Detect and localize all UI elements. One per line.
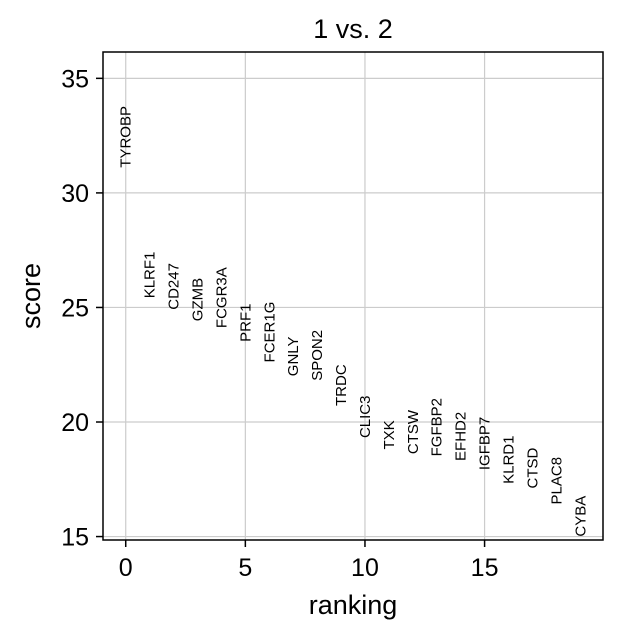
gene-label: GNLY bbox=[285, 336, 302, 376]
gene-label: CYBA bbox=[572, 496, 589, 537]
gene-label: KLRD1 bbox=[501, 436, 518, 484]
gene-label: SPON2 bbox=[309, 330, 326, 381]
gene-label: GZMB bbox=[189, 278, 206, 321]
gene-label: PRF1 bbox=[237, 303, 254, 341]
x-tick-label: 5 bbox=[238, 554, 252, 582]
gene-label: PLAC8 bbox=[548, 457, 565, 505]
gene-label: FCGR3A bbox=[213, 267, 230, 328]
x-tick-label: 15 bbox=[471, 554, 499, 582]
y-tick-label: 35 bbox=[61, 65, 89, 93]
gene-label: TYROBP bbox=[118, 106, 135, 168]
x-axis-title: ranking bbox=[309, 590, 398, 620]
gene-label: FCER1G bbox=[261, 302, 278, 363]
gene-label: IGFBP7 bbox=[477, 417, 494, 470]
gene-label: EFHD2 bbox=[453, 412, 470, 461]
gene-label: FGFBP2 bbox=[429, 398, 446, 456]
gene-label: CD247 bbox=[166, 263, 183, 310]
y-tick-label: 15 bbox=[61, 524, 89, 552]
grid bbox=[103, 52, 603, 540]
x-tick-label: 10 bbox=[351, 554, 379, 582]
y-tick-label: 25 bbox=[61, 294, 89, 322]
y-axis-title: score bbox=[16, 263, 46, 329]
axis-ticks: 0 5 10 15 15 20 25 30 35 bbox=[61, 65, 498, 582]
gene-label: CTSD bbox=[524, 447, 541, 488]
gene-label: TRDC bbox=[333, 364, 350, 406]
chart-title: 1 vs. 2 bbox=[313, 14, 393, 44]
y-tick-label: 20 bbox=[61, 409, 89, 437]
x-tick-label: 0 bbox=[119, 554, 133, 582]
gene-label: CLIC3 bbox=[357, 396, 374, 439]
gene-label: TXK bbox=[381, 420, 398, 449]
gene-label: CTSW bbox=[405, 409, 422, 454]
plot-frame bbox=[102, 51, 604, 541]
gene-label: KLRF1 bbox=[142, 252, 159, 299]
y-tick-label: 30 bbox=[61, 180, 89, 208]
gene-labels: TYROBP KLRF1 CD247 GZMB FCGR3A PRF1 FCER1G GNLY… bbox=[118, 106, 590, 537]
